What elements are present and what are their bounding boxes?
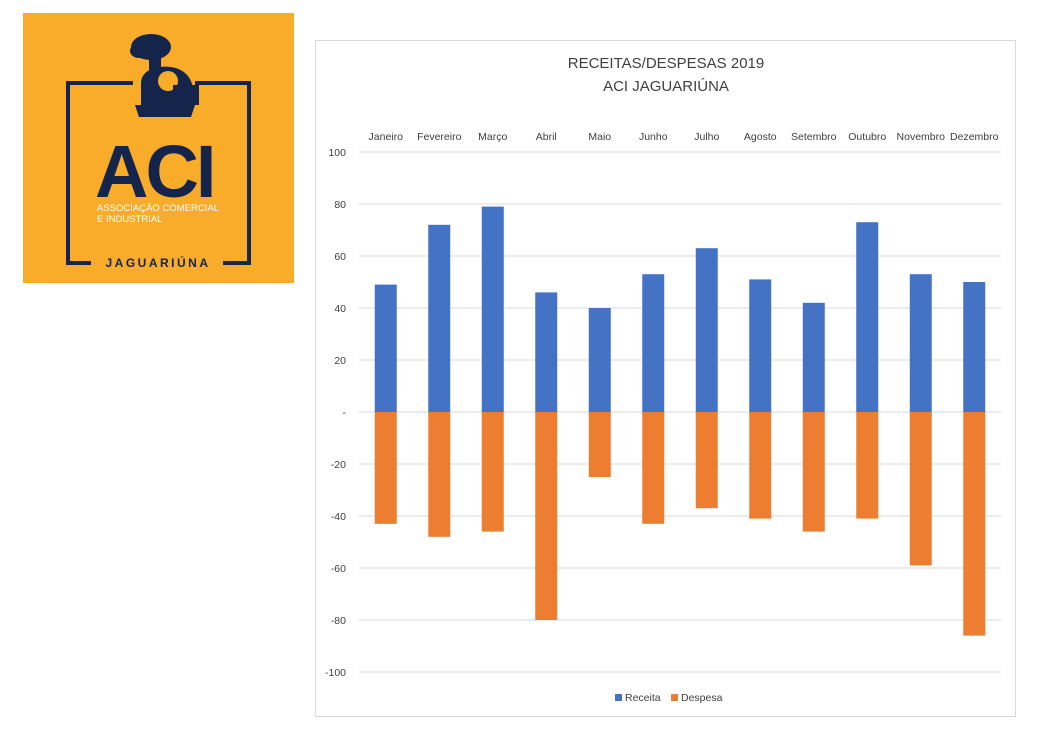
y-tick-label: -	[343, 407, 347, 419]
legend: Receita Despesa	[615, 692, 723, 704]
despesa-bar	[909, 412, 932, 566]
y-axis-ticks: 100 80 60 40 20 - -20 -40 -60 -80 -100	[325, 147, 347, 679]
receita-bar	[428, 224, 451, 412]
y-tick-label: -20	[331, 459, 346, 471]
y-tick-label: 80	[334, 199, 346, 211]
category-label: Março	[478, 131, 507, 143]
y-tick-label: 60	[334, 251, 346, 263]
gridlines	[359, 151, 1001, 673]
receita-bar	[642, 274, 665, 412]
y-tick-label: 20	[334, 355, 346, 367]
receita-bar	[695, 248, 718, 412]
category-labels: Janeiro Fevereiro Março Abril Maio Junho Julho…	[369, 131, 999, 143]
bars	[374, 206, 986, 636]
bar-chart: RECEITAS/DESPESAS 2019 ACI JAGUARIÚNA 10…	[325, 55, 1001, 704]
logo-line2: E INDUSTRIAL	[97, 214, 162, 225]
locomotive-icon	[130, 34, 199, 117]
despesa-bar	[749, 412, 772, 519]
y-tick-label: -100	[325, 667, 346, 679]
category-label: Junho	[639, 131, 668, 143]
y-tick-label: 40	[334, 303, 346, 315]
receita-bar	[481, 206, 504, 412]
receita-bar	[588, 308, 611, 412]
category-label: Setembro	[791, 131, 837, 143]
legend-label: Despesa	[681, 692, 723, 704]
legend-swatch	[615, 694, 622, 701]
legend-label: Receita	[625, 692, 661, 704]
receita-bar	[856, 222, 879, 412]
y-tick-label: 100	[328, 147, 346, 159]
category-label: Fevereiro	[417, 131, 462, 143]
receita-bar	[802, 302, 825, 412]
chart-subtitle: ACI JAGUARIÚNA	[603, 78, 729, 95]
category-label: Julho	[694, 131, 719, 143]
logo-frame	[66, 81, 251, 265]
despesa-bar	[374, 412, 397, 524]
receita-bar	[535, 292, 558, 412]
despesa-bar	[642, 412, 665, 524]
receita-bar	[749, 279, 772, 412]
despesa-bar	[856, 412, 879, 519]
receita-bar	[909, 274, 932, 412]
legend-swatch	[671, 694, 678, 701]
logo-graphic: ACI ASSOCIAÇÃO COMERCIAL E INDUSTRIAL JA…	[23, 13, 294, 283]
receita-bar	[963, 282, 986, 412]
despesa-bar	[802, 412, 825, 532]
category-label: Outubro	[848, 131, 886, 143]
y-tick-label: -60	[331, 563, 346, 575]
chart-area: RECEITAS/DESPESAS 2019 ACI JAGUARIÚNA 10…	[315, 40, 1016, 717]
despesa-bar	[535, 412, 558, 620]
category-label: Maio	[588, 131, 611, 143]
chart-title: RECEITAS/DESPESAS 2019	[568, 55, 764, 72]
logo-brand: ACI	[95, 130, 213, 213]
receita-bar	[374, 284, 397, 412]
category-label: Dezembro	[950, 131, 999, 143]
category-label: Abril	[536, 131, 557, 143]
category-label: Agosto	[744, 131, 777, 143]
despesa-bar	[695, 412, 718, 509]
y-tick-label: -40	[331, 511, 346, 523]
aci-logo: ACI ASSOCIAÇÃO COMERCIAL E INDUSTRIAL JA…	[23, 13, 294, 283]
logo-line1: ASSOCIAÇÃO COMERCIAL	[97, 203, 219, 214]
logo-city: JAGUARIÚNA	[105, 255, 210, 270]
despesa-bar	[588, 412, 611, 477]
category-label: Janeiro	[369, 131, 404, 143]
despesa-bar	[428, 412, 451, 537]
despesa-bar	[481, 412, 504, 532]
despesa-bar	[963, 412, 986, 636]
category-label: Novembro	[897, 131, 946, 143]
y-tick-label: -80	[331, 615, 346, 627]
